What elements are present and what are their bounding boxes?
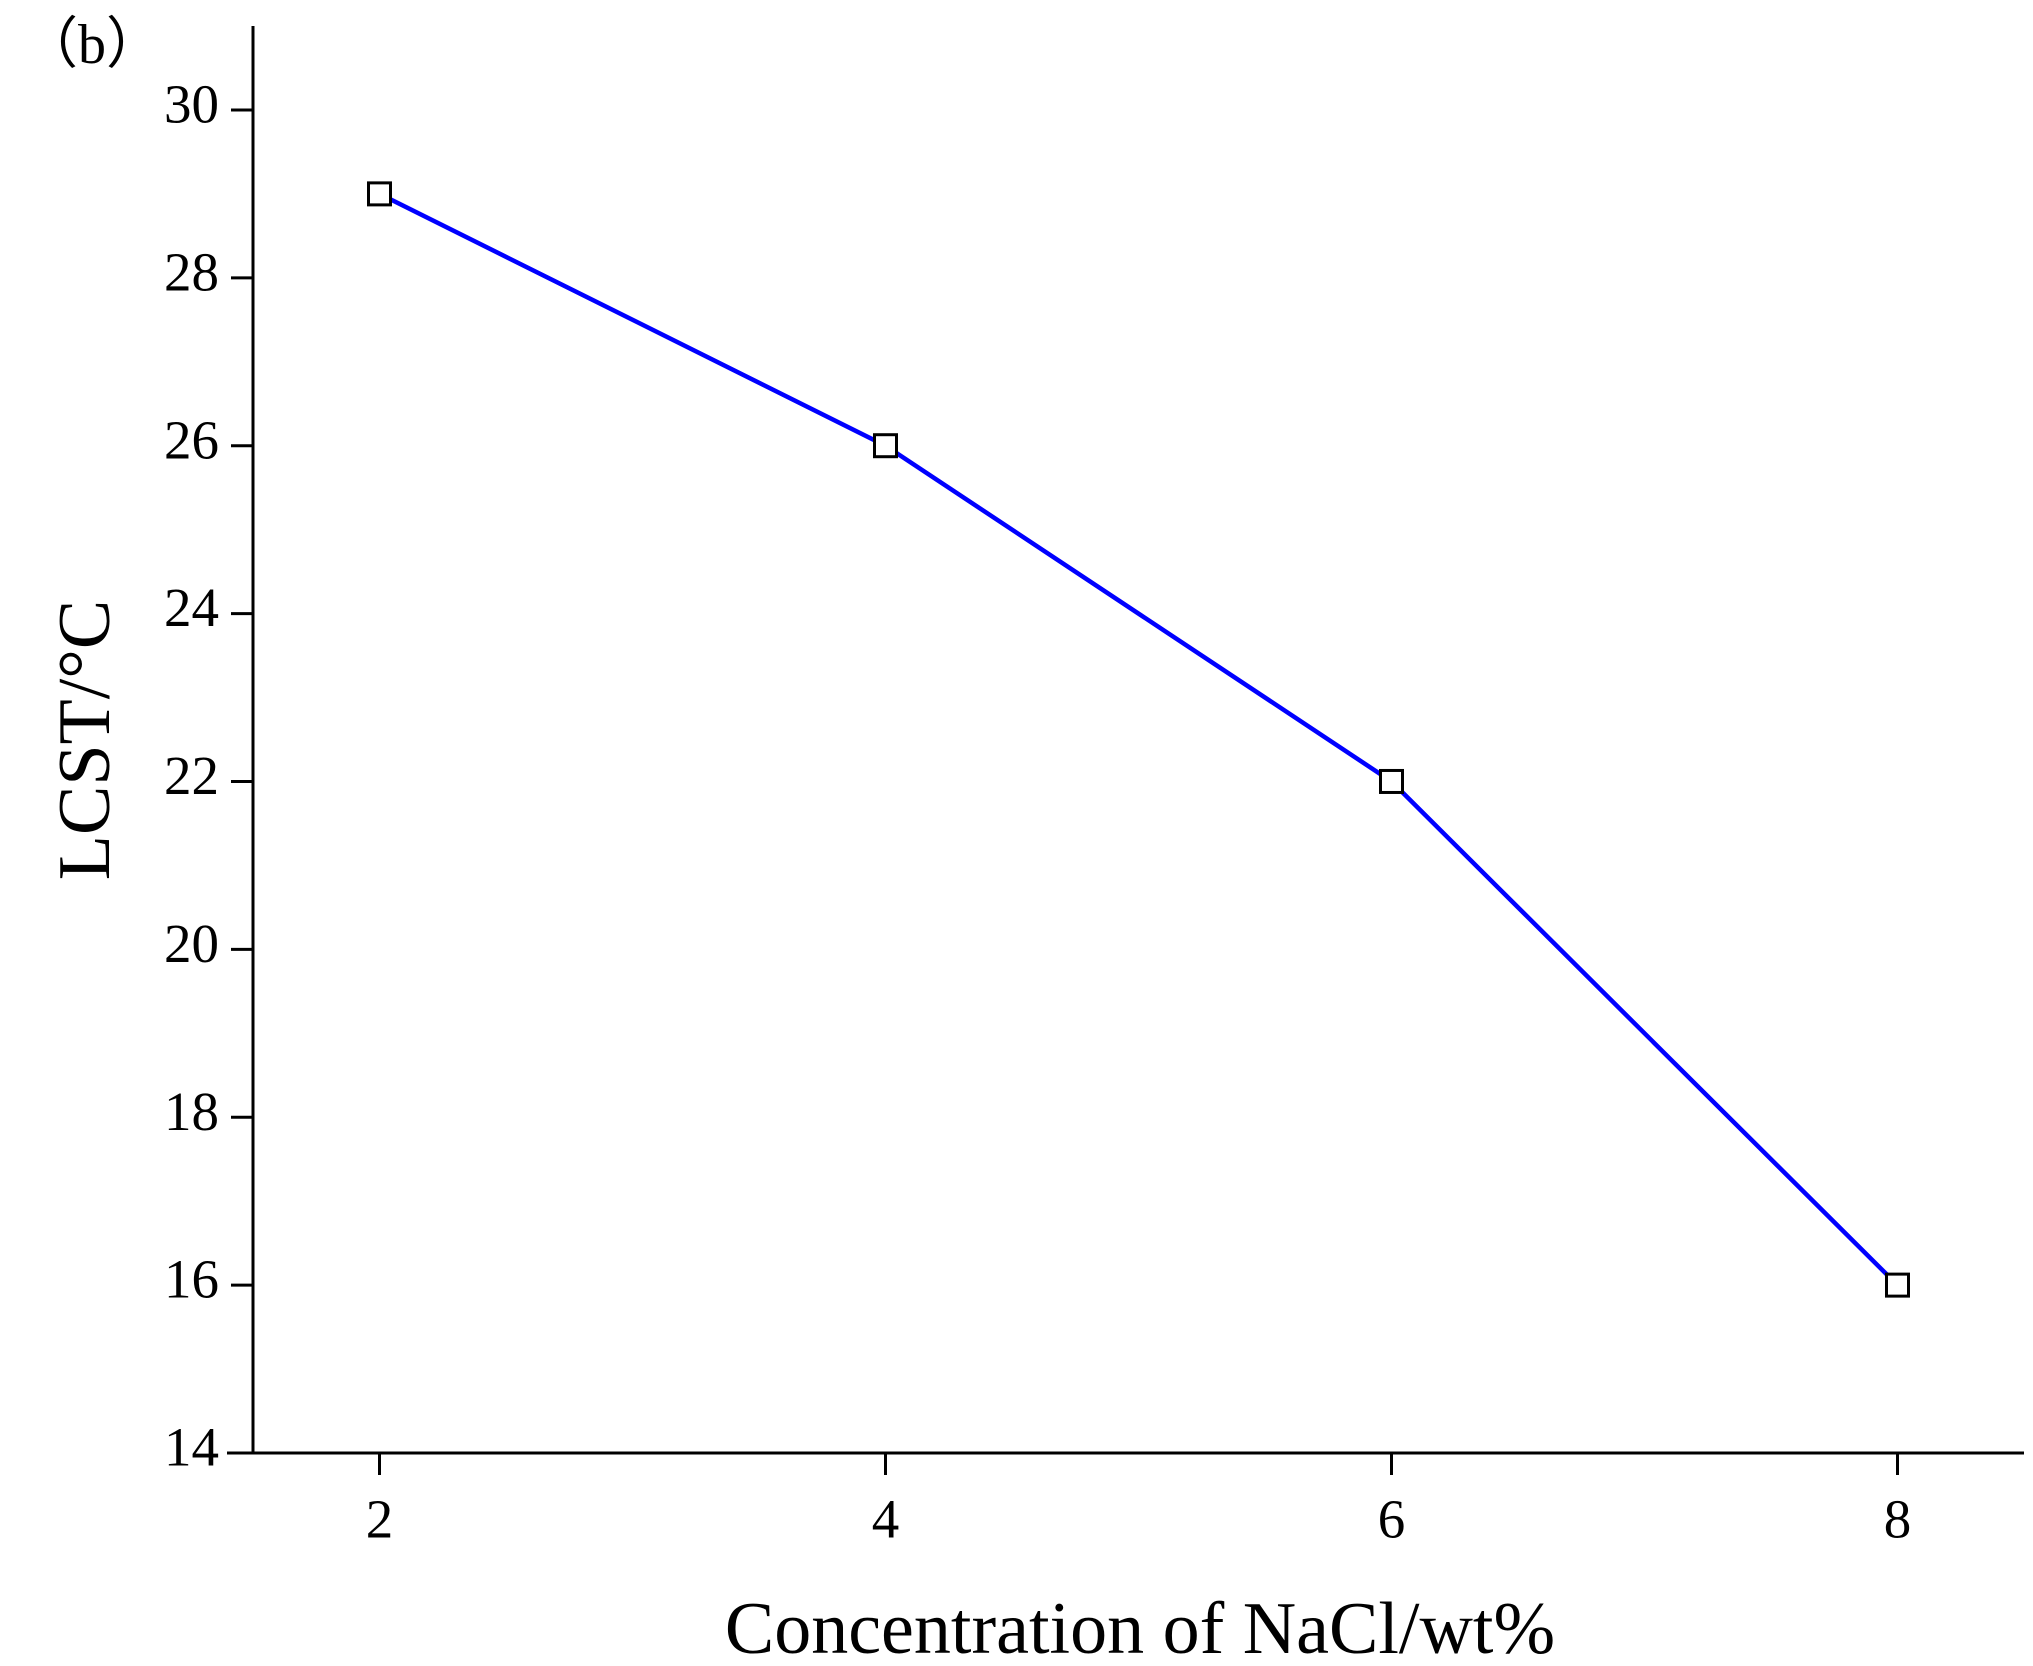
line <box>378 191 1900 1287</box>
x-tick-label: 6 <box>1378 1489 1406 1550</box>
y-axis-title: LCST/°C <box>44 600 126 880</box>
x-tick-label: 2 <box>366 1489 394 1550</box>
y-tick-label: 20 <box>164 913 219 974</box>
y-tick-label: 14 <box>164 1417 219 1478</box>
y-tick-label: 24 <box>164 577 219 638</box>
y-tick-label: 22 <box>164 745 219 806</box>
y-tick-label: 18 <box>164 1081 219 1142</box>
y-tick-label: 28 <box>164 241 219 302</box>
marker <box>873 433 898 459</box>
marker <box>1379 768 1404 794</box>
x-tick-label: 8 <box>1884 1489 1912 1550</box>
y-tick-label: 16 <box>164 1249 219 1310</box>
panel-label: （b） <box>22 14 162 76</box>
marker <box>1885 1272 1910 1298</box>
x-tick-label: 4 <box>872 1489 900 1550</box>
x-axis-title: Concentration of NaCl/wt% <box>725 1588 1555 1666</box>
y-tick-label: 30 <box>164 74 219 135</box>
marker <box>367 181 392 207</box>
y-tick-label: 26 <box>164 409 219 470</box>
